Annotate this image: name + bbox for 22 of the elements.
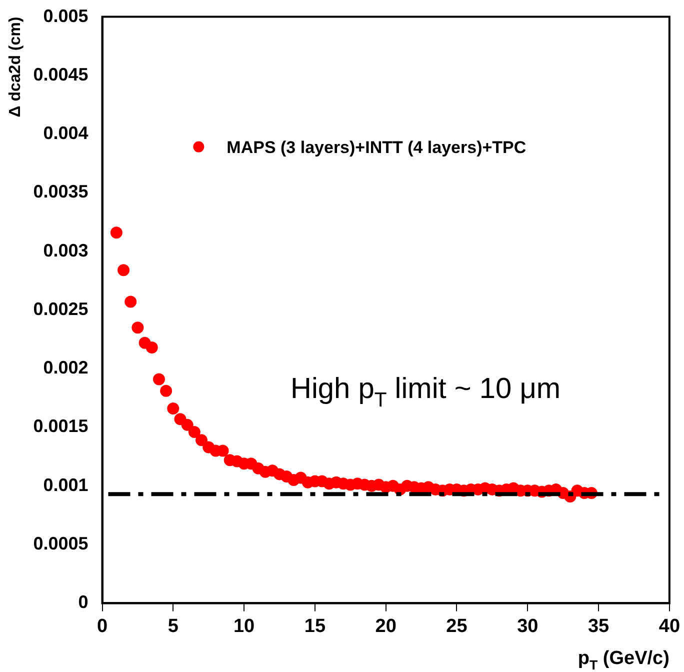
y-tick-label: 0.0035 <box>33 182 88 202</box>
y-tick-label: 0.0045 <box>33 64 88 84</box>
y-tick-label: 0.004 <box>43 123 88 144</box>
x-tick-label: 10 <box>233 616 255 637</box>
y-axis-title: Δ dca2d (cm) <box>7 16 24 118</box>
y-tick-label: 0.003 <box>43 240 88 260</box>
x-tick-label: 40 <box>658 616 680 637</box>
x-tick-label: 5 <box>168 616 179 637</box>
x-tick-label: 35 <box>588 616 610 637</box>
y-tick-label: 0.005 <box>43 6 88 26</box>
y-tick-label: 0.001 <box>43 474 88 495</box>
x-tick-label: 30 <box>517 616 538 637</box>
y-tick-label: 0 <box>78 592 88 612</box>
y-tick-label: 0.002 <box>43 358 88 378</box>
x-tick-label: 15 <box>304 616 326 637</box>
y-tick-label: 0.0025 <box>33 298 88 319</box>
x-tick-label: 25 <box>446 616 468 637</box>
x-tick-label: 20 <box>375 616 396 637</box>
legend-label: MAPS (3 layers)+INTT (4 layers)+TPC <box>226 138 526 157</box>
y-tick-label: 0.0005 <box>33 534 88 554</box>
x-tick-label: 0 <box>96 616 108 637</box>
y-tick-label: 0.0015 <box>33 416 88 436</box>
